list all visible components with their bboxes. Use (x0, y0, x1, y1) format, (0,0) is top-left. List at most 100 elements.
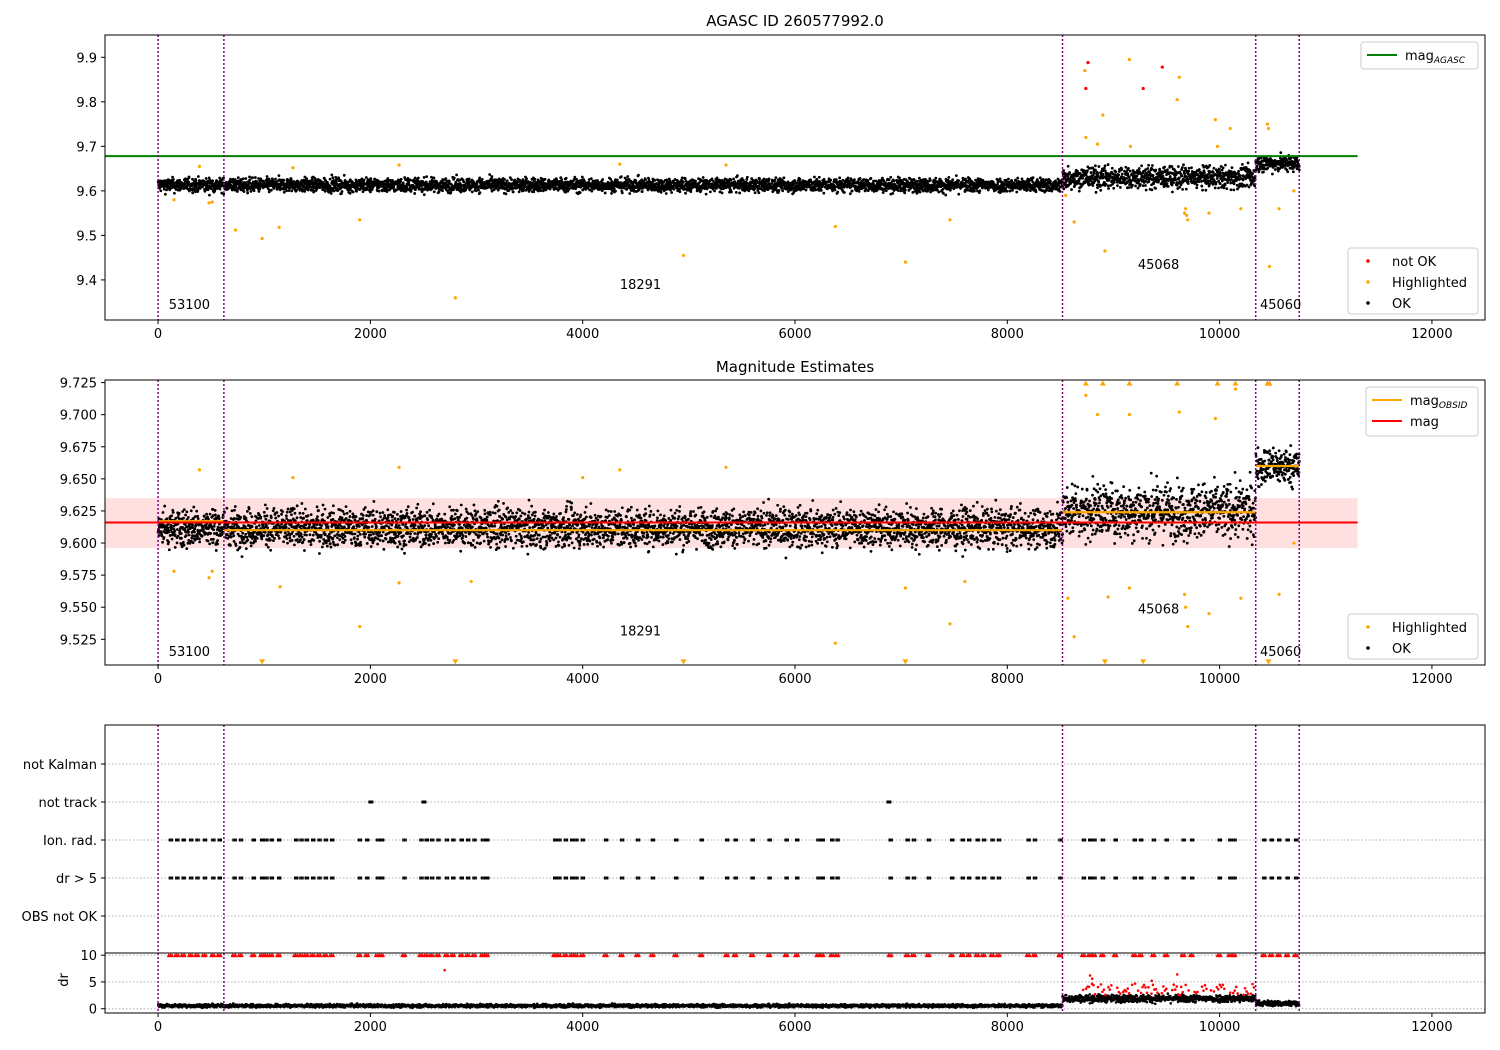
ok-point (1015, 190, 1019, 194)
ok-point (1076, 169, 1079, 173)
ok-point (689, 188, 693, 191)
ok-point (823, 180, 827, 184)
ok-point (1198, 177, 1202, 181)
ok-point (386, 177, 390, 180)
ok-point (1197, 168, 1201, 171)
ok-point (252, 189, 256, 193)
ok-point (1095, 183, 1099, 187)
ok-point (866, 179, 870, 183)
ok-point (365, 188, 369, 192)
ok-point (659, 190, 663, 194)
ok-point (207, 176, 211, 180)
ok-point (195, 185, 198, 189)
ok-point (1232, 182, 1236, 186)
ok-point (282, 178, 286, 182)
ok-point (774, 176, 778, 180)
ok-point (218, 187, 222, 191)
ok-point (1183, 171, 1186, 175)
ok-point (777, 189, 781, 192)
ok-point (1165, 173, 1168, 177)
ok-point (646, 187, 650, 191)
ok-point (715, 186, 718, 190)
ok-point (736, 174, 739, 178)
ok-point (1226, 181, 1229, 184)
ok-point (918, 180, 922, 184)
ok-point (732, 177, 735, 181)
ok-point (295, 188, 298, 192)
ok-point (609, 177, 613, 181)
ok-point (1146, 167, 1150, 170)
ok-point (601, 178, 605, 181)
ok-point (311, 188, 314, 192)
ok-point (437, 190, 441, 194)
ok-point (632, 189, 636, 193)
ok-point (892, 179, 896, 183)
ok-point (1215, 177, 1219, 180)
ok-point (1176, 165, 1180, 168)
ok-point (1170, 183, 1174, 187)
ok-point (330, 173, 334, 177)
ok-point (348, 191, 352, 195)
ok-point (1175, 183, 1179, 187)
ok-point (251, 176, 255, 180)
ok-point (1072, 175, 1075, 179)
ok-point (399, 180, 403, 184)
ok-point (248, 175, 251, 179)
ok-point (899, 189, 903, 193)
ok-point (1147, 180, 1151, 184)
ok-point (478, 176, 482, 180)
ok-point (274, 177, 277, 181)
ok-point (720, 191, 724, 195)
ok-point (730, 190, 733, 194)
ok-point (874, 179, 878, 183)
ok-point (836, 190, 840, 194)
ok-point (342, 173, 346, 177)
ok-point (869, 176, 873, 180)
ok-point (684, 191, 687, 195)
ok-point (206, 188, 210, 192)
ok-point (527, 189, 531, 193)
ok-point (1208, 183, 1211, 186)
ok-point (973, 189, 976, 193)
ok-point (209, 187, 213, 191)
ok-point (1115, 180, 1119, 184)
ok-point (259, 180, 262, 183)
ok-point (1107, 187, 1110, 190)
ok-point (1116, 184, 1119, 188)
ok-point (968, 177, 972, 181)
ok-point (928, 178, 932, 182)
ok-point (1224, 163, 1227, 167)
ok-point (934, 176, 938, 180)
ok-point (804, 188, 808, 192)
ok-point (454, 180, 458, 184)
ok-point (1238, 174, 1242, 178)
ok-point (1212, 166, 1216, 170)
ok-point (1223, 183, 1227, 187)
ok-point (1030, 178, 1034, 182)
ok-point (539, 189, 543, 193)
ok-point (1195, 183, 1199, 187)
ok-point (733, 180, 737, 184)
ok-point (786, 190, 790, 193)
ok-point (1091, 184, 1095, 187)
ok-point (1099, 188, 1103, 192)
ok-point (331, 176, 335, 180)
ok-point (364, 176, 368, 179)
ok-point (1097, 165, 1101, 168)
ok-point (683, 177, 687, 181)
ok-point (689, 190, 693, 193)
ok-point (1235, 183, 1239, 187)
ok-point (208, 193, 211, 197)
ok-point (1217, 179, 1221, 183)
ok-point (1150, 167, 1154, 171)
ok-point (1222, 174, 1226, 178)
ok-point (998, 189, 1002, 193)
ok-point (1240, 162, 1244, 166)
ok-point (328, 177, 332, 181)
ok-point (707, 183, 711, 186)
ok-point (340, 190, 344, 193)
ok-point (708, 190, 712, 194)
ok-point (1174, 178, 1178, 182)
ok-point (887, 178, 891, 182)
ok-point (1127, 167, 1130, 170)
